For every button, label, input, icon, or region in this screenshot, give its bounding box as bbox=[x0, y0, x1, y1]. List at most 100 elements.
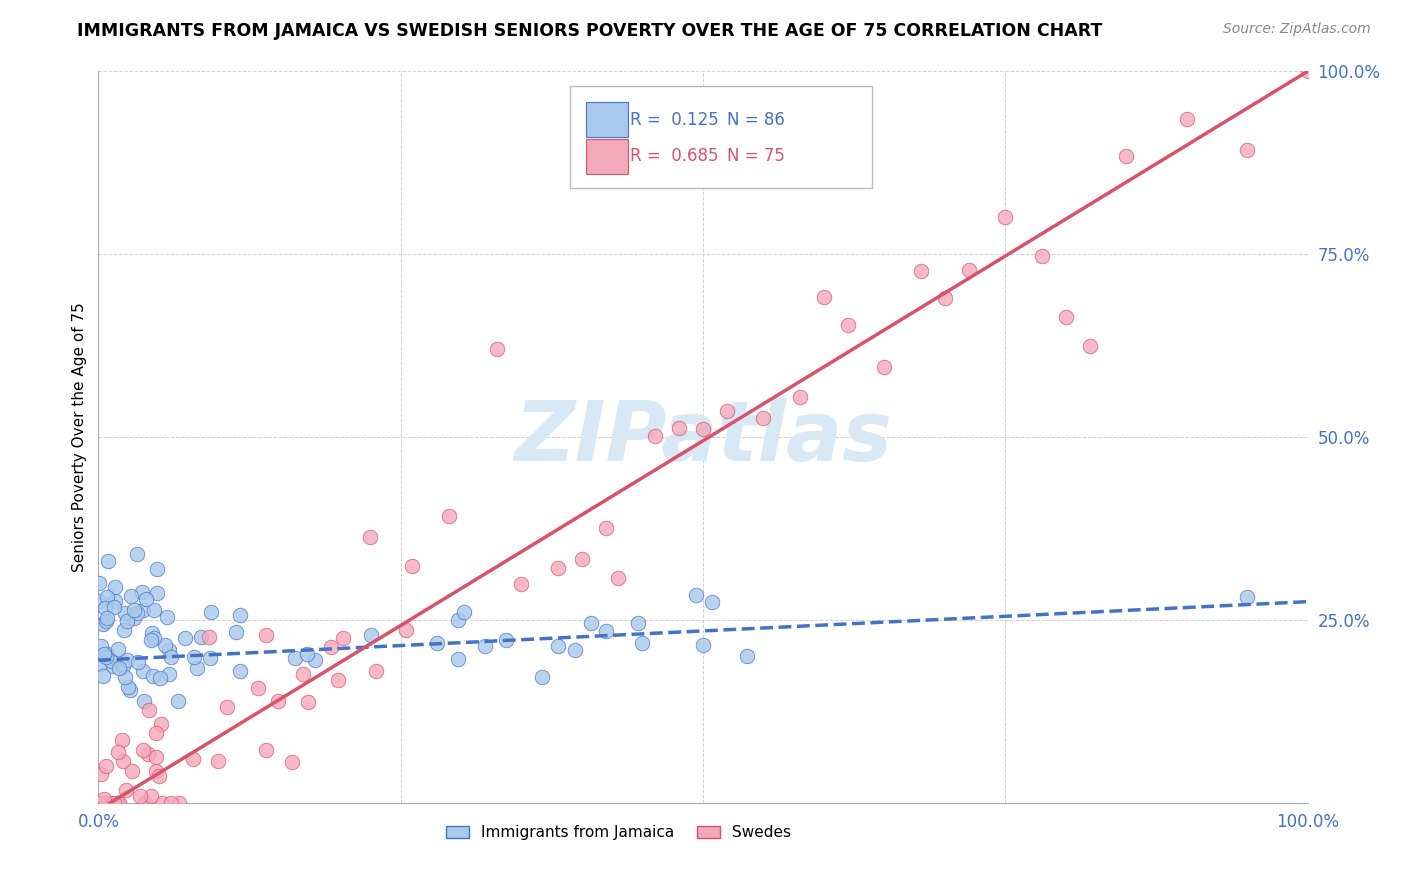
Point bbox=[183, 650, 205, 665]
Point bbox=[94, 796, 117, 810]
Point bbox=[181, 752, 204, 766]
Point bbox=[131, 743, 153, 757]
Point bbox=[87, 576, 110, 591]
Y-axis label: Seniors Poverty Over the Age of 75: Seniors Poverty Over the Age of 75 bbox=[72, 302, 87, 572]
Point bbox=[153, 638, 176, 652]
Point bbox=[254, 627, 277, 641]
Text: N = 75: N = 75 bbox=[727, 147, 785, 165]
Point bbox=[96, 649, 118, 664]
Point bbox=[531, 670, 554, 684]
Point bbox=[207, 754, 229, 768]
Point bbox=[595, 624, 617, 638]
Point bbox=[114, 670, 136, 684]
Point bbox=[118, 682, 141, 697]
Point bbox=[142, 668, 165, 682]
Point bbox=[120, 589, 142, 603]
Point bbox=[132, 693, 155, 707]
Point bbox=[104, 796, 127, 810]
Text: R =  0.685: R = 0.685 bbox=[630, 147, 718, 165]
Point bbox=[104, 580, 127, 594]
Text: IMMIGRANTS FROM JAMAICA VS SWEDISH SENIORS POVERTY OVER THE AGE OF 75 CORRELATIO: IMMIGRANTS FROM JAMAICA VS SWEDISH SENIO… bbox=[77, 22, 1102, 40]
Point bbox=[1236, 144, 1258, 158]
Point bbox=[668, 420, 690, 434]
Point bbox=[129, 789, 152, 804]
Point bbox=[108, 661, 131, 675]
Point bbox=[89, 657, 111, 672]
Point bbox=[813, 290, 835, 304]
Point bbox=[139, 633, 162, 648]
Point bbox=[125, 606, 148, 620]
Point bbox=[295, 648, 318, 662]
Point bbox=[631, 635, 654, 649]
Point bbox=[145, 586, 167, 600]
Point bbox=[142, 631, 165, 645]
Point bbox=[304, 653, 326, 667]
Point bbox=[291, 666, 314, 681]
Point bbox=[332, 631, 354, 645]
Point bbox=[360, 628, 382, 642]
Point bbox=[98, 796, 121, 810]
Point bbox=[157, 643, 180, 657]
Text: ZIPatlas: ZIPatlas bbox=[515, 397, 891, 477]
Point bbox=[145, 726, 167, 740]
Point bbox=[90, 766, 112, 780]
Point bbox=[136, 747, 159, 761]
Point bbox=[125, 547, 148, 561]
Point bbox=[142, 603, 165, 617]
Point bbox=[1115, 149, 1137, 163]
Point bbox=[447, 613, 470, 627]
Point bbox=[110, 733, 132, 747]
Point bbox=[453, 606, 475, 620]
Point bbox=[934, 291, 956, 305]
Point bbox=[700, 594, 723, 608]
Point bbox=[447, 652, 470, 666]
Point bbox=[186, 660, 208, 674]
Point bbox=[96, 647, 118, 661]
Point bbox=[103, 659, 125, 673]
Point bbox=[107, 745, 129, 759]
Point bbox=[132, 664, 155, 678]
Point bbox=[200, 605, 222, 619]
Point bbox=[93, 792, 115, 806]
Text: Source: ZipAtlas.com: Source: ZipAtlas.com bbox=[1223, 22, 1371, 37]
Point bbox=[97, 554, 120, 568]
Point bbox=[627, 615, 650, 630]
Point bbox=[1078, 339, 1101, 353]
Point bbox=[437, 508, 460, 523]
Point bbox=[326, 673, 349, 687]
Point bbox=[190, 630, 212, 644]
Point bbox=[146, 562, 169, 576]
Point bbox=[94, 600, 117, 615]
Point bbox=[150, 796, 173, 810]
Point bbox=[91, 616, 114, 631]
Text: R =  0.125: R = 0.125 bbox=[630, 111, 720, 128]
Point bbox=[91, 669, 114, 683]
Point bbox=[131, 585, 153, 599]
Point bbox=[571, 552, 593, 566]
Point bbox=[486, 343, 509, 357]
Point bbox=[114, 623, 136, 637]
Point bbox=[1175, 112, 1198, 126]
Point bbox=[510, 576, 533, 591]
Point bbox=[111, 659, 134, 673]
Point bbox=[225, 624, 247, 639]
Point bbox=[169, 796, 191, 810]
Point bbox=[957, 262, 980, 277]
Point bbox=[159, 649, 181, 664]
Point bbox=[115, 652, 138, 666]
FancyBboxPatch shape bbox=[586, 138, 628, 174]
Point bbox=[595, 520, 617, 534]
Point bbox=[495, 632, 517, 647]
Point bbox=[94, 759, 117, 773]
Point bbox=[692, 422, 714, 436]
Point bbox=[134, 796, 156, 810]
Point bbox=[607, 571, 630, 585]
Point bbox=[107, 796, 129, 810]
Point bbox=[114, 783, 136, 797]
Point bbox=[108, 796, 131, 810]
Point bbox=[321, 640, 343, 654]
Point bbox=[121, 764, 143, 778]
Point bbox=[89, 796, 111, 810]
Point bbox=[284, 650, 307, 665]
Point bbox=[157, 666, 180, 681]
